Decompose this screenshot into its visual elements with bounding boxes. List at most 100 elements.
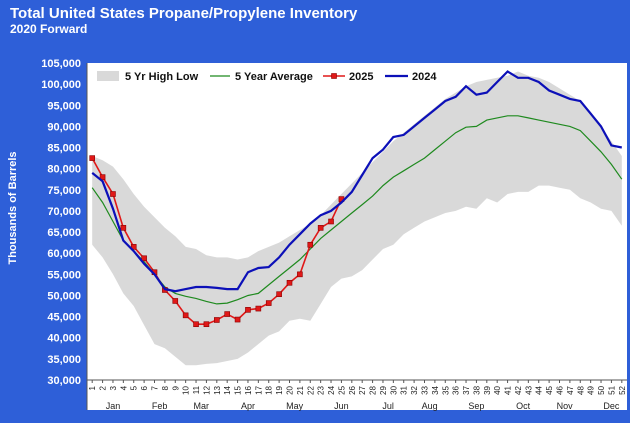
y-tick-label: 40,000 <box>47 333 81 345</box>
y-tick-label: 85,000 <box>47 143 81 155</box>
data-point-2025 <box>182 312 189 319</box>
month-label: May <box>286 401 304 411</box>
data-point-2025 <box>89 155 95 161</box>
data-point-2025 <box>99 174 106 180</box>
data-point-2025 <box>317 225 324 231</box>
x-tick-label: 41 <box>504 385 513 394</box>
x-tick-label: 33 <box>421 385 430 394</box>
month-label: Jan <box>106 401 121 411</box>
x-tick-label: 9 <box>171 385 180 390</box>
legend-label-band: 5 Yr High Low <box>125 71 199 83</box>
data-point-2025 <box>297 271 303 278</box>
x-tick-label: 18 <box>265 385 274 394</box>
x-tick-label: 2 <box>99 385 108 390</box>
month-label: Dec <box>603 401 620 411</box>
data-point-2025 <box>234 316 241 323</box>
month-label: Jul <box>382 401 394 411</box>
x-tick-label: 6 <box>140 385 149 390</box>
x-tick-label: 21 <box>296 385 305 394</box>
y-tick-label: 65,000 <box>47 227 81 239</box>
x-tick-label: 1 <box>88 385 97 390</box>
y-tick-label: 95,000 <box>47 100 81 112</box>
series-line-2024 <box>91 70 623 293</box>
x-tick-label: 46 <box>556 385 565 394</box>
month-label: Sep <box>468 401 484 411</box>
x-tick-label: 47 <box>566 385 575 394</box>
month-label: Apr <box>241 401 255 411</box>
month-label: Oct <box>516 401 531 411</box>
x-tick-label: 3 <box>109 385 118 390</box>
band-5yr-high-low <box>92 71 622 366</box>
x-tick-label: 8 <box>161 385 170 390</box>
data-point-2025 <box>130 244 137 250</box>
y-tick-label: 100,000 <box>41 79 81 91</box>
y-tick-label: 70,000 <box>47 206 81 218</box>
y-tick-label: 60,000 <box>47 248 81 260</box>
y-tick-label: 105,000 <box>41 58 81 70</box>
x-tick-label: 45 <box>545 385 554 394</box>
x-tick-label: 35 <box>441 385 450 394</box>
legend-label-2024: 2024 <box>412 71 437 83</box>
x-tick-label: 49 <box>587 386 596 395</box>
data-point-2025 <box>307 241 314 248</box>
data-point-2025 <box>276 291 282 297</box>
x-tick-label: 10 <box>182 386 191 395</box>
x-tick-label: 14 <box>223 385 232 394</box>
y-tick-label: 50,000 <box>47 290 81 302</box>
x-tick-label: 43 <box>524 385 533 394</box>
y-axis-label: Thousands of Barrels <box>7 151 19 264</box>
x-tick-label: 25 <box>337 385 346 394</box>
data-point-2025 <box>255 305 262 312</box>
x-tick-label: 13 <box>213 385 222 394</box>
data-point-2025 <box>265 300 272 306</box>
legend-label-avg: 5 Year Average <box>235 71 313 83</box>
y-tick-label: 45,000 <box>47 312 81 324</box>
x-tick-label: 37 <box>462 385 471 394</box>
chart-subtitle: 2020 Forward <box>10 22 88 36</box>
x-tick-label: 36 <box>452 386 461 395</box>
data-point-2025 <box>214 317 220 323</box>
x-tick-label: 23 <box>317 386 326 395</box>
month-label: Aug <box>422 401 438 411</box>
month-label: Mar <box>193 401 209 411</box>
x-tick-label: 16 <box>244 385 253 394</box>
data-point-2025 <box>203 321 210 328</box>
x-tick-label: 52 <box>618 385 627 394</box>
x-tick-label: 12 <box>202 385 211 394</box>
x-tick-label: 28 <box>369 385 378 394</box>
x-tick-label: 39 <box>483 385 492 394</box>
x-tick-label: 5 <box>130 385 139 390</box>
x-tick-label: 11 <box>192 385 201 394</box>
x-tick-label: 40 <box>493 385 502 394</box>
data-point-2025 <box>172 298 179 304</box>
month-label: Feb <box>152 401 168 411</box>
legend-marker-2025 <box>331 73 337 79</box>
y-tick-label: 30,000 <box>47 375 81 387</box>
series-line-5-year-average <box>91 115 623 305</box>
x-tick-label: 32 <box>410 385 419 394</box>
data-point-2025 <box>328 218 334 225</box>
x-tick-label: 29 <box>379 385 388 394</box>
y-tick-label: 80,000 <box>47 164 81 176</box>
x-tick-label: 22 <box>306 385 315 394</box>
x-tick-label: 50 <box>597 385 606 394</box>
x-tick-label: 48 <box>576 385 585 394</box>
y-tick-label: 75,000 <box>47 185 81 197</box>
data-point-2025 <box>141 255 147 262</box>
x-tick-label: 26 <box>348 385 357 394</box>
x-tick-label: 20 <box>286 385 295 394</box>
x-tick-label: 30 <box>389 385 398 394</box>
data-point-2025 <box>286 279 293 286</box>
x-tick-label: 17 <box>254 385 263 394</box>
data-point-2025 <box>110 191 116 197</box>
x-tick-label: 19 <box>275 385 284 394</box>
month-label: Jun <box>334 401 349 411</box>
legend-swatch-band <box>97 71 119 81</box>
x-tick-label: 44 <box>535 385 544 394</box>
data-point-2025 <box>245 307 251 313</box>
x-tick-label: 24 <box>327 385 336 394</box>
x-tick-label: 7 <box>151 385 160 390</box>
y-tick-label: 55,000 <box>47 269 81 281</box>
